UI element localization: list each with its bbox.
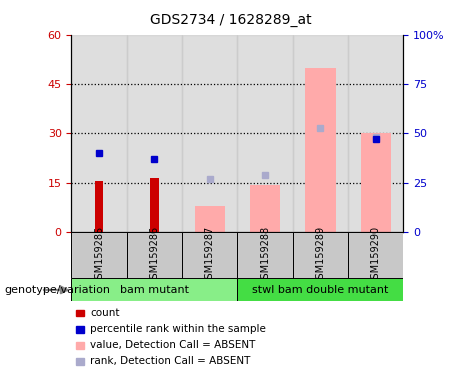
Bar [127, 232, 182, 278]
Text: bam mutant: bam mutant [120, 285, 189, 295]
Bar [71, 278, 237, 301]
Bar [182, 232, 237, 278]
Text: GSM159286: GSM159286 [149, 226, 160, 285]
Text: GSM159285: GSM159285 [94, 226, 104, 285]
Text: value, Detection Call = ABSENT: value, Detection Call = ABSENT [90, 340, 255, 350]
Bar [95, 181, 103, 232]
Bar [293, 35, 348, 232]
Text: GSM159287: GSM159287 [205, 226, 215, 285]
Bar [71, 35, 127, 232]
Bar [305, 68, 336, 232]
Text: rank, Detection Call = ABSENT: rank, Detection Call = ABSENT [90, 356, 250, 366]
Text: percentile rank within the sample: percentile rank within the sample [90, 324, 266, 334]
Bar [150, 178, 159, 232]
Text: genotype/variation: genotype/variation [5, 285, 111, 295]
Bar [237, 232, 293, 278]
Bar [127, 35, 182, 232]
Text: count: count [90, 308, 119, 318]
Bar [71, 232, 127, 278]
Bar [361, 134, 391, 232]
Text: GSM159290: GSM159290 [371, 226, 381, 285]
Text: GDS2734 / 1628289_at: GDS2734 / 1628289_at [150, 13, 311, 27]
Bar [250, 185, 280, 232]
Bar [195, 206, 225, 232]
Bar [182, 35, 237, 232]
Bar [237, 278, 403, 301]
Text: GSM159288: GSM159288 [260, 226, 270, 285]
Bar [237, 35, 293, 232]
Bar [348, 232, 403, 278]
Bar [293, 232, 348, 278]
Text: stwl bam double mutant: stwl bam double mutant [252, 285, 389, 295]
Bar [348, 35, 403, 232]
Text: GSM159289: GSM159289 [315, 226, 325, 285]
